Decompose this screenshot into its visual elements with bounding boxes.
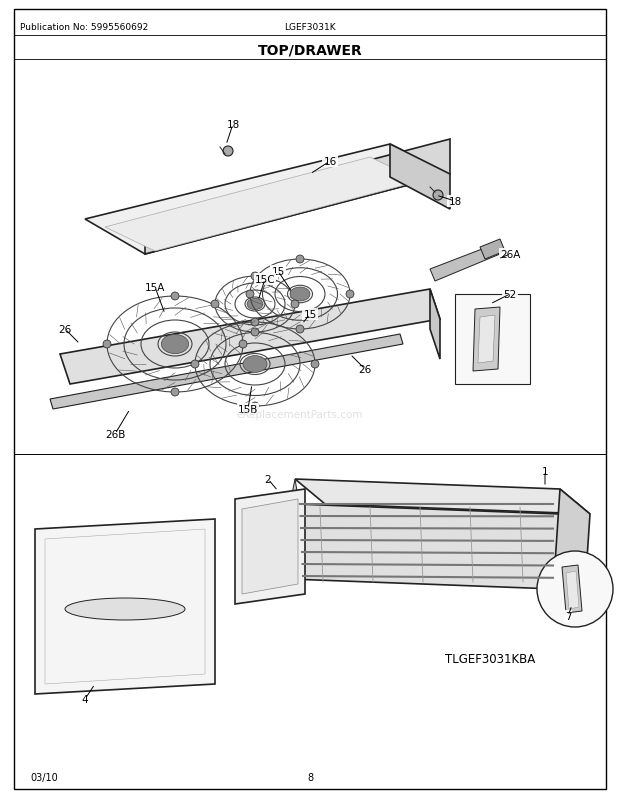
Circle shape: [251, 329, 259, 337]
Polygon shape: [430, 245, 500, 282]
Polygon shape: [555, 489, 590, 589]
Ellipse shape: [65, 598, 185, 620]
Ellipse shape: [161, 335, 188, 354]
Circle shape: [223, 147, 233, 157]
Text: 7: 7: [565, 611, 571, 622]
Circle shape: [191, 361, 199, 369]
Circle shape: [291, 301, 299, 309]
Text: 15: 15: [303, 310, 317, 320]
Circle shape: [251, 318, 259, 326]
Polygon shape: [430, 290, 440, 359]
Text: 15: 15: [272, 267, 285, 277]
Polygon shape: [85, 145, 450, 255]
Text: 4: 4: [82, 695, 88, 704]
Circle shape: [311, 361, 319, 369]
Polygon shape: [473, 308, 500, 371]
Polygon shape: [478, 316, 495, 363]
Text: 8: 8: [307, 772, 313, 782]
Circle shape: [103, 341, 111, 349]
Text: eReplacementParts.com: eReplacementParts.com: [237, 410, 363, 419]
Circle shape: [246, 290, 254, 298]
Polygon shape: [235, 489, 305, 604]
Text: 15A: 15A: [145, 282, 165, 293]
Polygon shape: [60, 290, 440, 384]
Text: 18: 18: [226, 119, 239, 130]
Circle shape: [171, 293, 179, 301]
Ellipse shape: [290, 288, 310, 302]
Text: Publication No: 5995560692: Publication No: 5995560692: [20, 23, 148, 32]
Text: 15C: 15C: [255, 274, 275, 285]
Polygon shape: [295, 480, 590, 514]
Text: 15B: 15B: [238, 404, 258, 415]
Polygon shape: [105, 158, 420, 252]
Text: 26: 26: [358, 365, 371, 375]
Polygon shape: [35, 520, 215, 695]
Text: 26: 26: [58, 325, 72, 334]
Polygon shape: [145, 140, 450, 255]
Text: 52: 52: [503, 290, 516, 300]
Circle shape: [251, 403, 259, 411]
Polygon shape: [290, 480, 300, 534]
Circle shape: [537, 551, 613, 627]
Circle shape: [296, 256, 304, 264]
Text: LGEF3031K: LGEF3031K: [284, 23, 336, 32]
Circle shape: [346, 290, 354, 298]
Polygon shape: [50, 334, 403, 410]
Ellipse shape: [243, 356, 267, 373]
Polygon shape: [290, 504, 560, 589]
Ellipse shape: [247, 299, 263, 310]
Circle shape: [296, 326, 304, 334]
Text: 26B: 26B: [105, 429, 125, 439]
Circle shape: [239, 341, 247, 349]
Text: TLGEF3031KBA: TLGEF3031KBA: [445, 653, 535, 666]
Text: TOP/DRAWER: TOP/DRAWER: [258, 43, 362, 57]
Polygon shape: [242, 500, 298, 594]
Circle shape: [171, 388, 179, 396]
Circle shape: [251, 273, 259, 281]
Text: 18: 18: [448, 196, 462, 207]
Text: 26A: 26A: [500, 249, 520, 260]
Polygon shape: [562, 565, 582, 614]
Polygon shape: [390, 145, 450, 210]
Circle shape: [433, 191, 443, 200]
Text: 16: 16: [324, 157, 337, 167]
Bar: [455, 294, 530, 384]
Circle shape: [211, 301, 219, 309]
Text: 2: 2: [265, 475, 272, 484]
Text: 03/10: 03/10: [30, 772, 58, 782]
Polygon shape: [566, 571, 579, 610]
Text: 1: 1: [542, 467, 548, 476]
Polygon shape: [480, 240, 505, 260]
